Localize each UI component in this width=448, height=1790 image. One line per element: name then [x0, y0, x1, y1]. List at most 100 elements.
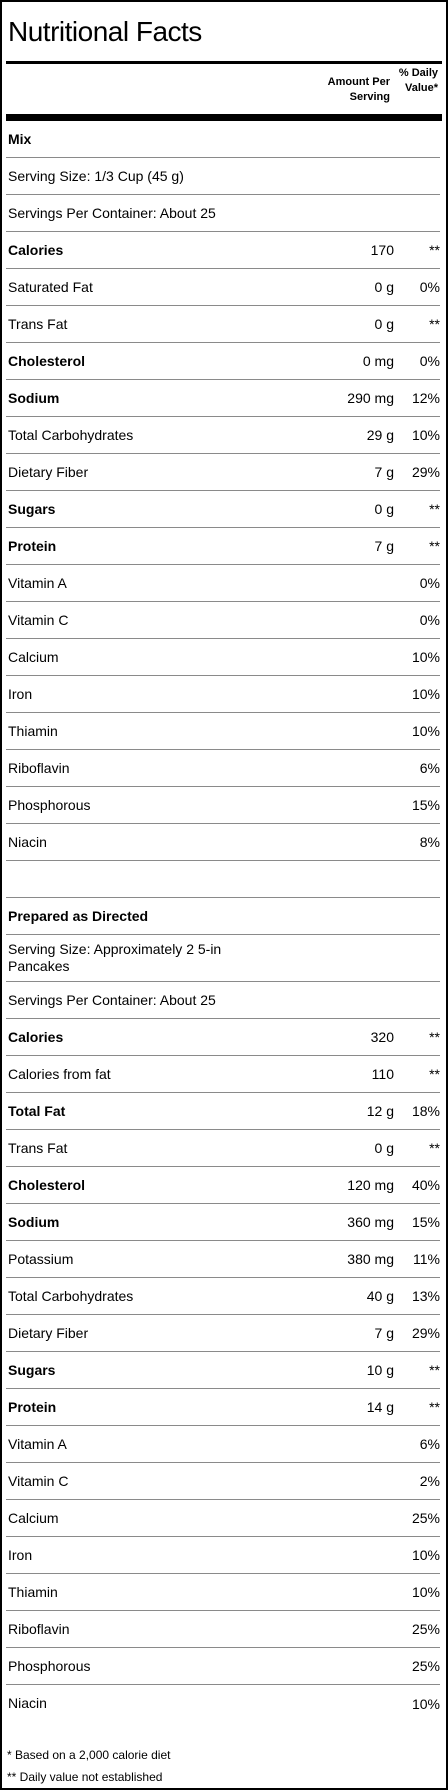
nutrient-amount: 0 g — [374, 279, 394, 295]
nutrient-label: Potassium — [8, 1250, 74, 1267]
nutrient-label: Thiamin — [8, 1583, 58, 1600]
nutrient-daily-value: 0% — [419, 575, 440, 591]
table-row: Servings Per Container: About 25 — [6, 195, 440, 232]
nutrient-amount: 320 — [370, 1029, 394, 1045]
nutrient-daily-value: 11% — [413, 1251, 440, 1267]
table-row: Riboflavin 25% — [6, 1611, 440, 1648]
nutrient-label: Serving Size: Approximately 2 5-in Panca… — [8, 941, 222, 974]
nutrient-daily-value: ** — [429, 242, 440, 258]
table-row: Niacin 10% — [6, 1685, 440, 1722]
nutrient-label: Riboflavin — [8, 759, 70, 776]
nutrient-amount: 0 g — [374, 501, 394, 517]
nutrient-label: Servings Per Container: About 25 — [8, 204, 216, 221]
nutrient-label: Protein — [8, 537, 57, 554]
table-row: Calcium 10% — [6, 639, 440, 676]
nutrient-label: Sodium — [8, 1213, 60, 1230]
footnote: ** Daily value not established — [7, 1770, 163, 1784]
nutrient-daily-value: ** — [429, 501, 440, 517]
nutrient-label: Vitamin C — [8, 1472, 69, 1489]
table-row: Calories 320 ** — [6, 1019, 440, 1056]
nutrient-amount: 0 mg — [362, 353, 394, 369]
nutrient-daily-value: 10% — [411, 1695, 440, 1712]
nutrient-daily-value: ** — [429, 316, 440, 332]
nutrient-label: Sugars — [8, 500, 56, 517]
nutrient-amount: 290 mg — [347, 390, 394, 406]
table-row: Niacin 8% — [6, 824, 440, 861]
nutrient-amount: 7 g — [374, 464, 394, 480]
nutrient-daily-value: 15% — [411, 797, 440, 813]
nutrient-daily-value: 29% — [411, 1325, 440, 1341]
table-row: Prepared as Directed — [6, 898, 440, 935]
nutrient-daily-value: 2% — [419, 1473, 440, 1489]
nutrient-label: Calories from fat — [8, 1065, 111, 1082]
nutrient-label: Phosphorous — [8, 796, 91, 813]
nutrient-label: Vitamin A — [8, 574, 67, 591]
nutrient-label: Calories — [8, 241, 64, 258]
table-row: Calcium 25% — [6, 1500, 440, 1537]
table-row: Phosphorous 15% — [6, 787, 440, 824]
nutrient-label: Cholesterol — [8, 352, 86, 369]
nutrient-daily-value: 18% — [411, 1103, 440, 1119]
table-row: Trans Fat 0 g ** — [6, 306, 440, 343]
table-row: Vitamin C 0% — [6, 602, 440, 639]
nutrient-label: Total Fat — [8, 1102, 66, 1119]
nutrient-daily-value: 0% — [419, 279, 440, 295]
nutrient-daily-value: 10% — [411, 1547, 440, 1563]
table-row: Serving Size: 1/3 Cup (45 g) — [6, 158, 440, 195]
nutrient-daily-value: 10% — [411, 649, 440, 665]
nutrient-label: Serving Size: 1/3 Cup (45 g) — [8, 167, 184, 184]
nutrient-label: Dietary Fiber — [8, 1324, 89, 1341]
table-row: Phosphorous 25% — [6, 1648, 440, 1685]
nutrient-daily-value: 8% — [419, 834, 440, 850]
table-row: Saturated Fat 0 g 0% — [6, 269, 440, 306]
daily-value-header: % Daily Value* — [398, 67, 438, 94]
table-row: Vitamin A 0% — [6, 565, 440, 602]
nutrient-daily-value: ** — [429, 1029, 440, 1045]
nutrient-amount: 110 — [371, 1066, 394, 1082]
table-row: Calories 170 ** — [6, 232, 440, 269]
nutrient-amount: 40 g — [366, 1288, 394, 1304]
table-row: Sugars 10 g ** — [6, 1352, 440, 1389]
nutrient-daily-value: 10% — [411, 1584, 440, 1600]
table-row: Iron 10% — [6, 676, 440, 713]
nutrient-amount: 10 g — [366, 1362, 394, 1378]
nutrient-daily-value: 25% — [411, 1510, 440, 1526]
nutrient-label: Iron — [8, 685, 33, 702]
nutrient-daily-value: ** — [429, 1066, 440, 1082]
nutrient-label: Calcium — [8, 648, 59, 665]
footnote: * Based on a 2,000 calorie diet — [7, 1748, 171, 1762]
nutrient-amount: 29 g — [366, 427, 394, 443]
nutrient-label: Total Carbohydrates — [8, 426, 134, 443]
table-row: Sodium 290 mg 12% — [6, 380, 440, 417]
header-divider — [6, 114, 442, 121]
nutrient-amount: 12 g — [366, 1103, 394, 1119]
nutrient-amount: 0 g — [374, 1140, 394, 1156]
nutrient-label: Servings Per Container: About 25 — [8, 991, 216, 1008]
nutrient-label: Sodium — [8, 389, 60, 406]
nutrient-daily-value: ** — [429, 538, 440, 554]
table-row: Total Fat 12 g 18% — [6, 1093, 440, 1130]
nutrient-label: Dietary Fiber — [8, 463, 89, 480]
nutrient-amount: 7 g — [374, 538, 394, 554]
nutrient-label: Riboflavin — [8, 1620, 70, 1637]
table-row: Potassium 380 mg 11% — [6, 1241, 440, 1278]
nutrient-label: Vitamin C — [8, 611, 69, 628]
table-row: Servings Per Container: About 25 — [6, 982, 440, 1019]
nutrient-label: Niacin — [8, 833, 47, 850]
table-row: Sodium 360 mg 15% — [6, 1204, 440, 1241]
table-row: Mix — [6, 121, 440, 158]
table-row: Thiamin 10% — [6, 713, 440, 750]
table-row: Total Carbohydrates 29 g 10% — [6, 417, 440, 454]
nutrient-daily-value: 29% — [411, 464, 440, 480]
nutrient-label: Sugars — [8, 1361, 56, 1378]
nutrient-daily-value: 10% — [411, 427, 440, 443]
nutrient-label — [8, 861, 222, 897]
table-row: Dietary Fiber 7 g 29% — [6, 1315, 440, 1352]
table-row: Vitamin A 6% — [6, 1426, 440, 1463]
nutrient-amount: 14 g — [366, 1399, 394, 1415]
nutrient-label: Protein — [8, 1398, 57, 1415]
nutrient-label: Cholesterol — [8, 1176, 86, 1193]
nutrient-amount: 170 — [370, 242, 394, 258]
table-row: Riboflavin 6% — [6, 750, 440, 787]
nutrient-label: Trans Fat — [8, 1139, 68, 1156]
